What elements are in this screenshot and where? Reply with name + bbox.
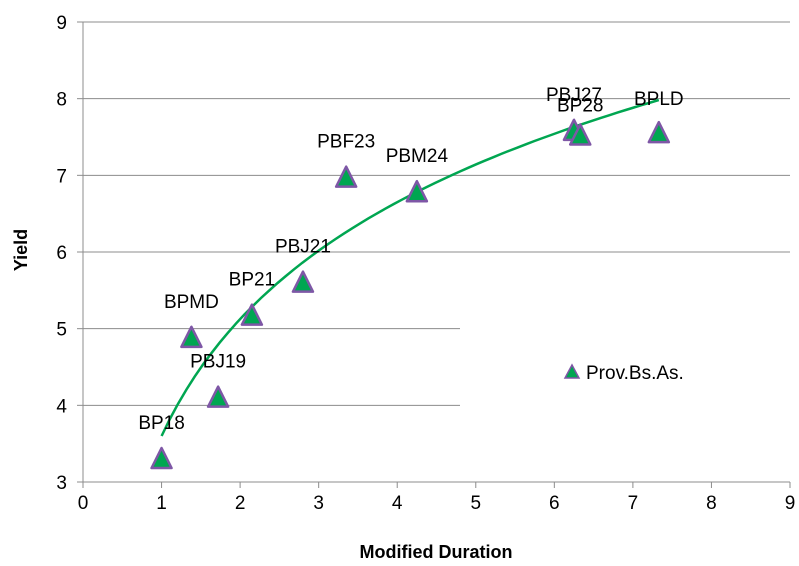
x-tick-label: 2	[235, 493, 246, 514]
data-point-triangle	[291, 270, 315, 293]
point-label: PBJ19	[190, 352, 246, 373]
data-point-triangle	[206, 385, 230, 408]
x-tick-label: 6	[549, 493, 560, 514]
grid-lines	[83, 21, 790, 406]
data-point-triangle	[150, 446, 173, 470]
point-label: BPLD	[634, 89, 684, 110]
point-label: BP21	[229, 270, 275, 291]
y-axis-title: Yield	[11, 229, 31, 271]
x-axis-title: Modified Duration	[360, 542, 513, 562]
y-tick-label: 8	[56, 90, 67, 111]
x-tick-label: 3	[313, 493, 324, 514]
x-tick-label: 1	[156, 493, 167, 514]
point-label: BP18	[138, 413, 184, 434]
data-point-triangle	[180, 325, 203, 349]
x-tick-label: 7	[628, 493, 639, 514]
x-tick-label: 0	[78, 493, 89, 514]
data-point-triangle	[240, 303, 264, 326]
data-point-triangle	[334, 165, 358, 188]
legend-marker-triangle-icon	[563, 363, 581, 379]
x-tick-label: 8	[706, 493, 717, 514]
legend-entry-label: Prov.Bs.As.	[586, 363, 684, 384]
y-tick-label: 4	[56, 396, 67, 417]
axes	[77, 21, 791, 488]
y-tick-label: 7	[56, 166, 67, 187]
data-point-triangle	[647, 120, 671, 144]
y-tick-label: 5	[56, 320, 67, 341]
point-label: BPMD	[164, 292, 219, 313]
x-tick-labels: 0 1 2 3 4 5 6 7 8 9	[78, 493, 796, 514]
y-tick-label: 9	[56, 13, 67, 34]
y-tick-labels: 3 4 5 6 7 8 9	[56, 13, 67, 494]
point-label: PBJ27	[546, 85, 602, 106]
point-label: PBF23	[317, 132, 375, 153]
point-label: PBJ21	[275, 237, 331, 258]
data-point-triangle	[405, 179, 429, 203]
x-tick-label: 5	[470, 493, 481, 514]
data-points	[150, 118, 671, 470]
y-tick-label: 6	[56, 243, 67, 264]
x-tick-label: 4	[392, 493, 403, 514]
x-tick-label: 9	[785, 493, 796, 514]
point-label: BP28	[557, 95, 603, 116]
legend: Prov.Bs.As.	[563, 363, 684, 384]
y-tick-label: 3	[56, 473, 67, 494]
data-point-triangle	[569, 123, 592, 146]
point-label: PBM24	[386, 146, 449, 167]
